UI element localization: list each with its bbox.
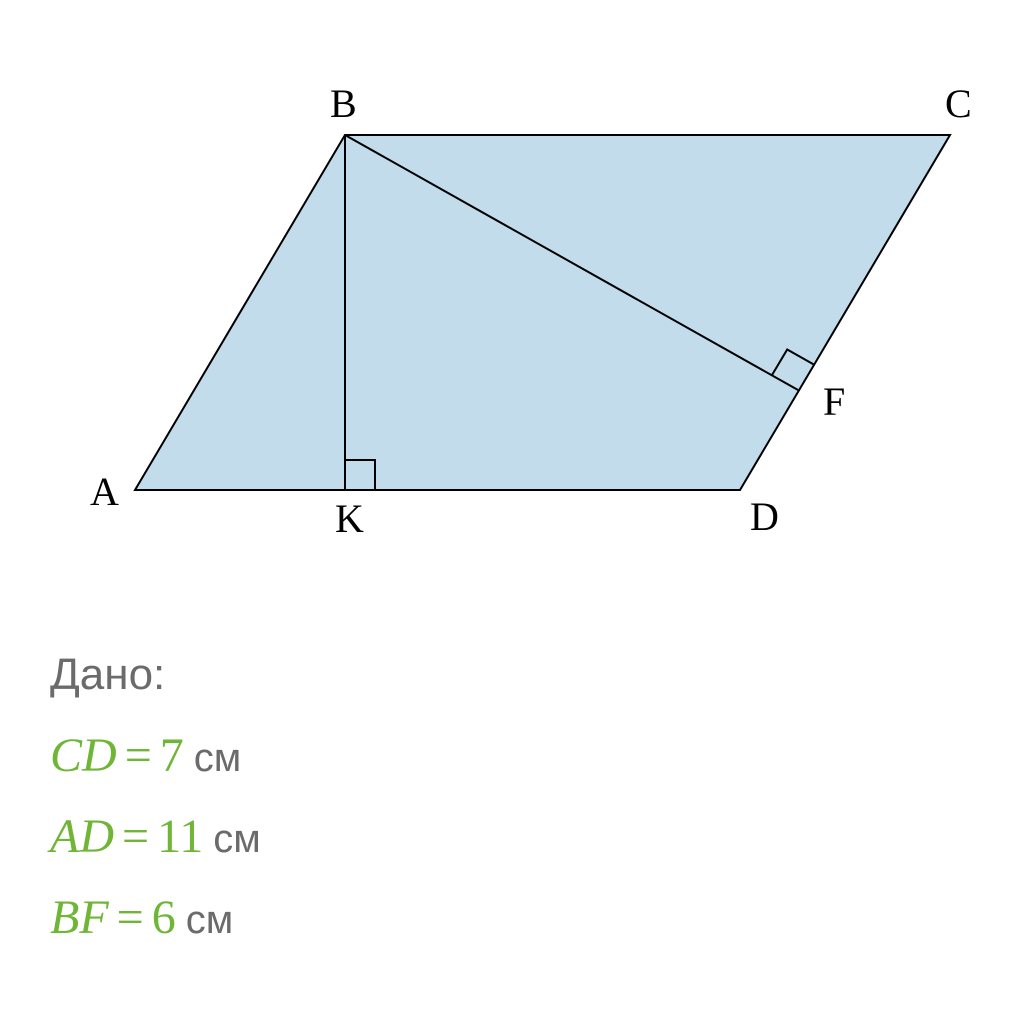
equals-sign: = [122,799,149,876]
given-lhs: AD [50,799,114,876]
equals-sign: = [125,718,152,795]
given-line: AD=11см [50,799,261,876]
equals-sign: = [117,880,144,957]
unit-label: см [213,807,261,871]
given-lhs: CD [50,718,117,795]
point-label-D: D [750,494,779,539]
point-label-F: F [823,379,845,424]
given-rhs: 7 [160,718,184,795]
given-rhs: 6 [152,880,176,957]
point-label-A: A [90,469,119,514]
given-line: BF=6см [50,880,261,957]
geometry-diagram: A B C D K F [50,50,970,550]
given-rhs: 11 [157,799,203,876]
given-section: Дано: CD=7смAD=11смBF=6см [50,640,261,961]
diagram-svg: A B C D K F [50,50,970,570]
point-label-K: K [335,496,364,541]
parallelogram [135,135,950,490]
unit-label: см [194,726,242,790]
point-label-C: C [945,81,970,126]
unit-label: см [186,888,234,952]
given-lhs: BF [50,880,109,957]
given-heading: Дано: [50,640,261,710]
given-line: CD=7см [50,718,261,795]
point-label-B: B [330,81,357,126]
